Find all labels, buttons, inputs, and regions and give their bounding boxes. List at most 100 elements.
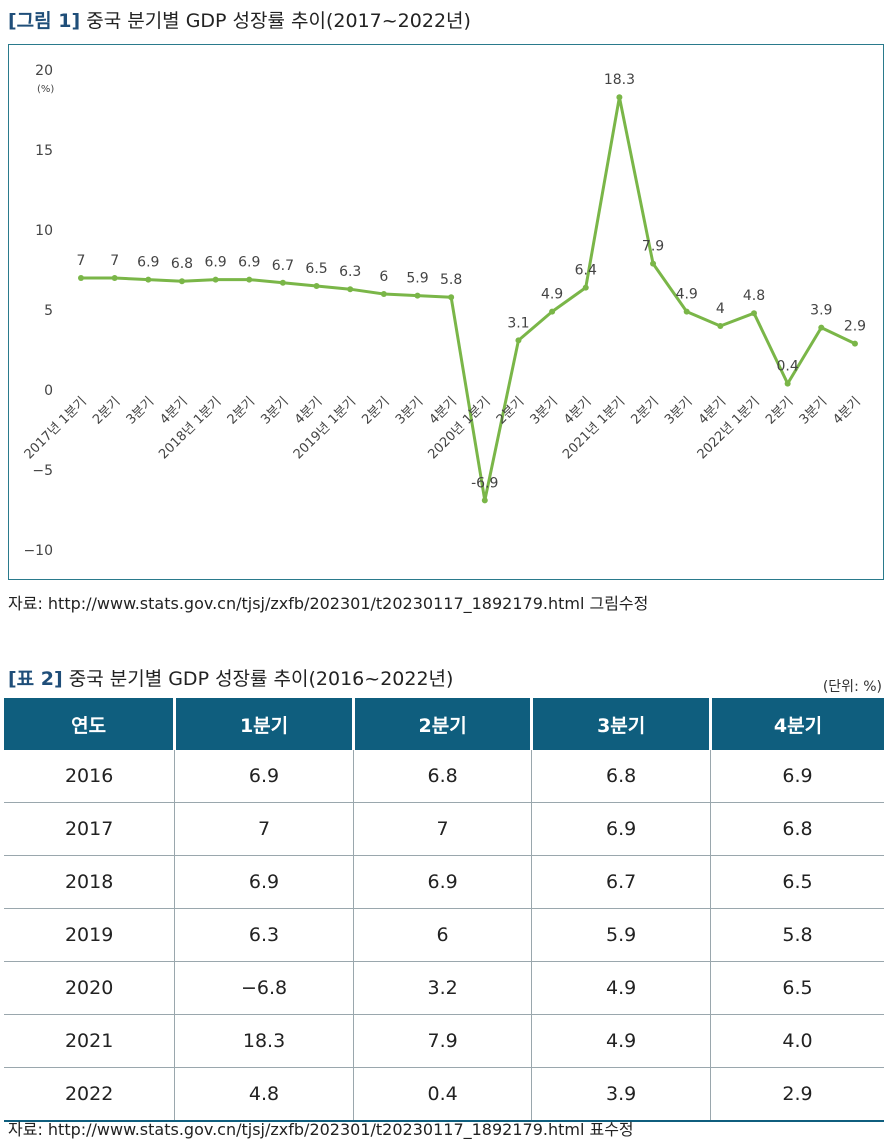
cell-q3: 5.9 xyxy=(531,908,711,962)
data-point xyxy=(616,94,623,101)
cell-q1: −6.8 xyxy=(174,961,354,1015)
y-tick-label: 0 xyxy=(44,383,53,399)
data-point xyxy=(145,276,152,283)
data-label: 6.9 xyxy=(137,255,159,271)
cell-year: 2019 xyxy=(4,908,175,962)
table-row: 2019 6.3 6 5.9 5.8 xyxy=(4,908,884,962)
cell-q3: 6.7 xyxy=(531,855,711,909)
x-tick-label: 3분기 xyxy=(528,394,561,427)
cell-q2: 6.8 xyxy=(352,750,532,803)
x-tick-label: 2분기 xyxy=(494,394,527,427)
cell-q4: 6.8 xyxy=(709,802,884,856)
data-label: 18.3 xyxy=(604,72,635,88)
table-row: 2018 6.9 6.9 6.7 6.5 xyxy=(4,855,884,909)
data-point xyxy=(851,340,858,347)
data-label: 4.9 xyxy=(676,287,698,303)
data-label: 4.8 xyxy=(743,288,765,304)
figure-source: 자료: http://www.stats.gov.cn/tjsj/zxfb/20… xyxy=(8,594,649,613)
data-point xyxy=(178,278,185,285)
data-point xyxy=(717,323,724,329)
cell-year: 2022 xyxy=(4,1067,175,1122)
cell-q3: 6.9 xyxy=(531,802,711,856)
data-label: 7 xyxy=(77,253,86,269)
data-label: 6.9 xyxy=(204,255,226,271)
cell-q2: 7.9 xyxy=(352,1014,532,1068)
header-q4: 4분기 xyxy=(708,698,884,750)
data-point xyxy=(818,324,825,331)
y-tick-label: 15 xyxy=(35,143,53,159)
data-point xyxy=(481,497,488,504)
x-tick-label: 3분기 xyxy=(797,394,830,427)
data-label: 4 xyxy=(716,301,725,317)
cell-q3: 3.9 xyxy=(531,1067,711,1122)
data-label: 7.9 xyxy=(642,239,664,255)
table-row: 2017 7 7 6.9 6.8 xyxy=(4,802,884,856)
cell-q3: 4.9 xyxy=(531,961,711,1015)
x-tick-label: 2분기 xyxy=(763,394,796,427)
cell-q1: 7 xyxy=(174,802,354,856)
table-source: 자료: http://www.stats.gov.cn/tjsj/zxfb/20… xyxy=(8,1120,634,1139)
data-label: 3.9 xyxy=(810,303,832,319)
header-year: 연도 xyxy=(4,698,175,750)
x-tick-label: 3분기 xyxy=(124,394,157,427)
table-row: 2022 4.8 0.4 3.9 2.9 xyxy=(4,1067,884,1122)
figure-tag: [그림 1] xyxy=(8,10,81,32)
table-row: 2021 18.3 7.9 4.9 4.0 xyxy=(4,1014,884,1068)
cell-q1: 4.8 xyxy=(174,1067,354,1122)
data-label: 6.3 xyxy=(339,264,361,280)
data-point xyxy=(683,308,690,315)
figure-title-text: 중국 분기별 GDP 성장률 추이(2017~2022년) xyxy=(86,10,471,32)
table-unit: (단위: %) xyxy=(822,679,882,695)
cell-q2: 6.9 xyxy=(352,855,532,909)
cell-q4: 6.5 xyxy=(709,855,884,909)
figure-title: [그림 1] 중국 분기별 GDP 성장률 추이(2017~2022년) xyxy=(8,6,471,33)
gdp-line-chart: 20 15 10 5 0 −5 −10 (%) 7 7 6.9 6.8 6.9 6.9 6.7 6.5 6.3 6… xyxy=(22,63,866,559)
data-point xyxy=(751,310,757,317)
cell-q2: 7 xyxy=(352,802,532,856)
cell-year: 2018 xyxy=(4,855,175,909)
data-label: 3.1 xyxy=(507,315,529,331)
header-q1: 1분기 xyxy=(173,698,354,750)
data-point xyxy=(111,275,118,281)
series-line xyxy=(81,95,856,502)
header-q3: 3분기 xyxy=(530,698,711,750)
x-tick-label: 4분기 xyxy=(830,394,863,427)
cell-q1: 6.9 xyxy=(174,855,354,909)
data-point xyxy=(650,260,657,267)
data-point xyxy=(515,337,522,344)
header-q2: 2분기 xyxy=(351,698,532,750)
data-point xyxy=(279,279,286,286)
cell-q4: 2.9 xyxy=(709,1067,884,1122)
data-point xyxy=(246,276,253,283)
data-point xyxy=(347,286,354,293)
x-tick-label: 2분기 xyxy=(629,394,662,427)
cell-q1: 18.3 xyxy=(174,1014,354,1068)
cell-q2: 3.2 xyxy=(352,961,532,1015)
x-tick-label: 3분기 xyxy=(662,394,695,427)
cell-year: 2020 xyxy=(4,961,175,1015)
y-tick-label: −10 xyxy=(23,543,53,559)
y-unit-label: (%) xyxy=(37,84,54,95)
data-label: 6.9 xyxy=(238,255,260,271)
cell-q3: 6.8 xyxy=(531,750,711,803)
data-label: 6.8 xyxy=(171,256,193,272)
y-tick-label: 20 xyxy=(35,63,53,79)
cell-q4: 6.5 xyxy=(709,961,884,1015)
data-point xyxy=(212,276,219,283)
cell-q2: 0.4 xyxy=(352,1067,532,1122)
cell-q1: 6.3 xyxy=(174,908,354,962)
data-label: 4.9 xyxy=(541,287,563,303)
data-label: 7 xyxy=(110,253,119,269)
data-point xyxy=(380,291,387,297)
y-tick-label: 10 xyxy=(35,223,53,239)
data-point xyxy=(448,294,455,301)
cell-q2: 6 xyxy=(352,908,532,962)
cell-q1: 6.9 xyxy=(174,750,354,803)
table-row: 2020 −6.8 3.2 4.9 6.5 xyxy=(4,961,884,1015)
x-tick-label: 3분기 xyxy=(258,394,291,427)
table-title-text: 중국 분기별 GDP 성장률 추이(2016~2022년) xyxy=(68,668,454,690)
data-point xyxy=(78,275,84,281)
data-label: -6.9 xyxy=(471,475,498,491)
cell-q4: 6.9 xyxy=(709,750,884,803)
cell-q4: 5.8 xyxy=(709,908,884,962)
